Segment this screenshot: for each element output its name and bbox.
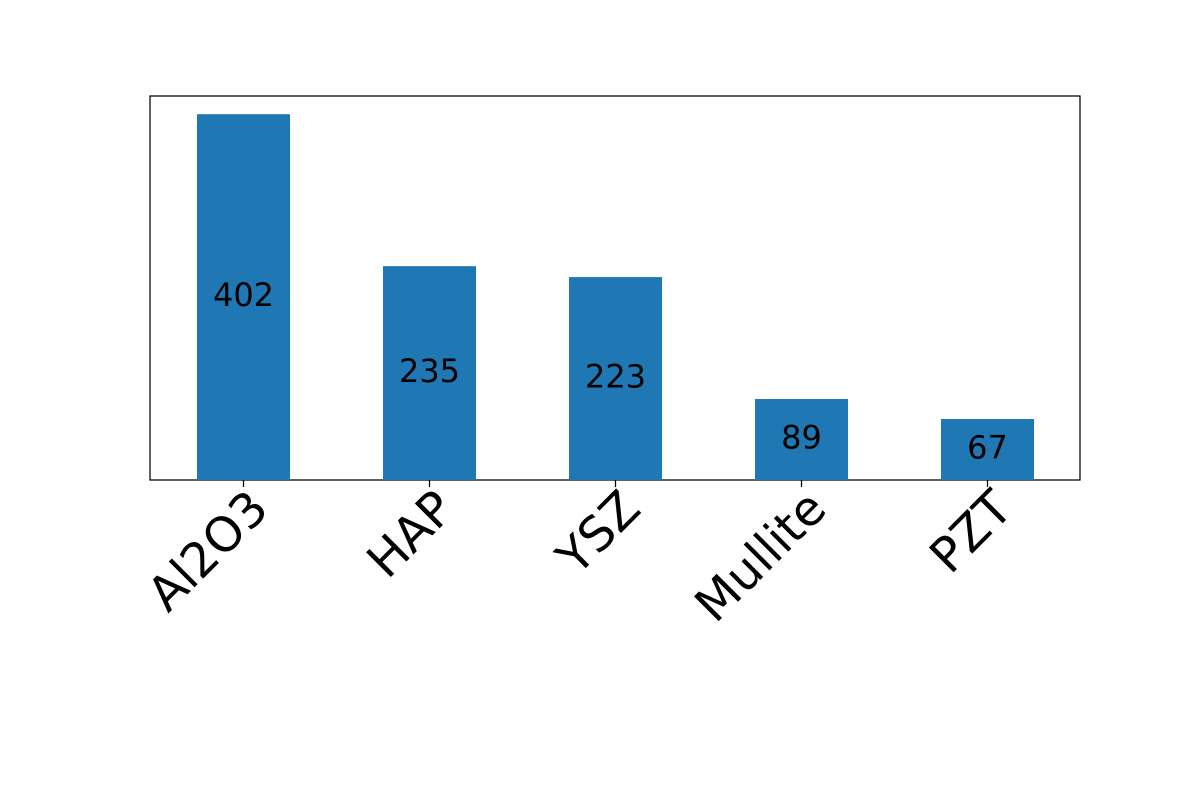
bars-layer xyxy=(197,114,1034,480)
bar-value-label: 235 xyxy=(399,352,460,390)
bar-value-label: 67 xyxy=(967,429,1008,467)
value-labels-layer: 402 235 223 89 67 xyxy=(213,276,1008,466)
bar-value-label: 89 xyxy=(781,419,822,457)
bar-hap xyxy=(383,266,476,480)
bar-mullite xyxy=(755,399,848,480)
bar-value-label: 402 xyxy=(213,276,274,314)
bar-value-label: 223 xyxy=(585,358,646,396)
bar-ysz xyxy=(569,277,662,480)
bar-al2o3 xyxy=(197,114,290,480)
bar-pzt xyxy=(941,419,1034,480)
